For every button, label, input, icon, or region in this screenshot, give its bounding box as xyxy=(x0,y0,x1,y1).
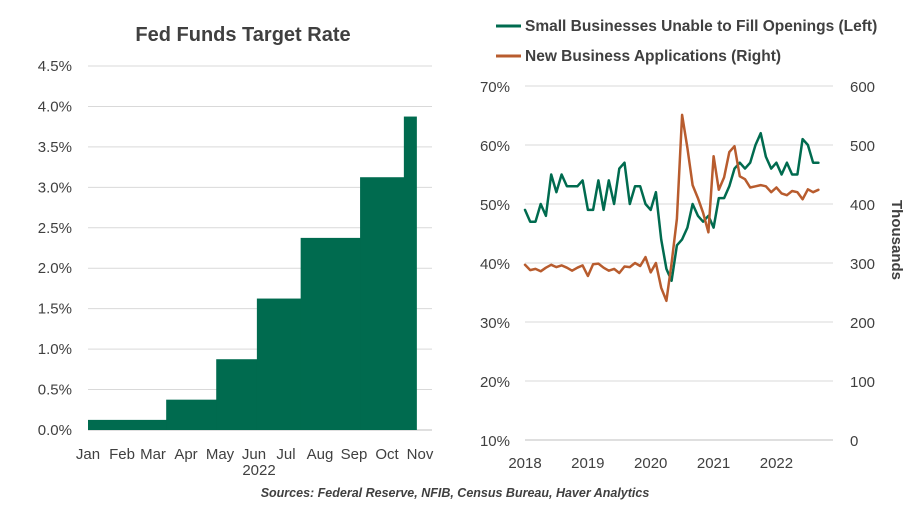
left-y-tick-label: 1.0% xyxy=(38,341,72,358)
rate-step xyxy=(300,237,361,430)
left-x-tick-label: Oct xyxy=(375,446,399,463)
left-x-tick-label: May xyxy=(206,446,235,463)
right-x-tick-label: 2019 xyxy=(571,455,604,472)
left-y-tick-label: 2.5% xyxy=(38,220,72,237)
legend-label: Small Businesses Unable to Fill Openings… xyxy=(525,18,877,35)
right-right-y-tick-label: 200 xyxy=(850,315,875,332)
left-y-tick-label: 2.0% xyxy=(38,260,72,277)
right-right-y-tick-labels: 0 100 200 300 400 500 600 xyxy=(850,79,875,450)
left-x-tick-label: Apr xyxy=(174,446,197,463)
left-y-tick-label: 0.0% xyxy=(38,422,72,439)
right-x-tick-labels: 2018 2019 2020 2021 2022 xyxy=(508,455,793,472)
left-gridlines xyxy=(88,65,432,431)
rate-step xyxy=(360,177,405,430)
legend-label: New Business Applications (Right) xyxy=(525,48,781,65)
left-y-tick-label: 4.0% xyxy=(38,98,72,115)
left-x-tick-label: Mar xyxy=(140,446,166,463)
rate-step xyxy=(166,399,217,430)
left-chart-title: Fed Funds Target Rate xyxy=(135,24,350,46)
left-x-tick-label: Aug xyxy=(307,446,334,463)
left-x-tick-label: Jun xyxy=(242,446,266,463)
right-left-y-tick-label: 10% xyxy=(480,433,510,450)
right-right-y-tick-label: 0 xyxy=(850,433,858,450)
right-left-y-tick-label: 40% xyxy=(480,256,510,273)
right-left-y-tick-label: 50% xyxy=(480,197,510,214)
right-x-tick-label: 2022 xyxy=(760,455,793,472)
right-left-y-tick-label: 70% xyxy=(480,79,510,96)
left-x-tick-label: Jul xyxy=(276,446,295,463)
right-series-lines xyxy=(523,113,820,303)
right-right-y-tick-label: 400 xyxy=(850,197,875,214)
left-y-tick-label: 3.5% xyxy=(38,139,72,156)
left-x-tick-label: Feb xyxy=(109,446,135,463)
legend: Small Businesses Unable to Fill Openings… xyxy=(496,18,877,65)
right-right-y-tick-label: 100 xyxy=(850,374,875,391)
left-x-tick-labels: Jan Feb Mar Apr May Jun Jul Aug Sep Oct Nov xyxy=(76,446,434,463)
rate-step xyxy=(403,116,417,431)
right-left-y-tick-labels: 10% 20% 30% 40% 50% 60% 70% xyxy=(480,79,510,450)
right-left-y-tick-label: 60% xyxy=(480,138,510,155)
left-step-area xyxy=(88,116,417,431)
right-left-y-tick-label: 20% xyxy=(480,374,510,391)
right-y-axis-title: Thousands xyxy=(888,200,905,280)
series-line-unable-to-fill xyxy=(523,131,820,282)
right-right-y-tick-label: 500 xyxy=(850,138,875,155)
left-y-tick-label: 4.5% xyxy=(38,58,72,75)
source-note: Sources: Federal Reserve, NFIB, Census B… xyxy=(261,486,650,500)
left-y-tick-label: 3.0% xyxy=(38,179,72,196)
left-x-tick-label: Nov xyxy=(407,446,434,463)
right-x-tick-label: 2021 xyxy=(697,455,730,472)
right-left-y-tick-label: 30% xyxy=(480,315,510,332)
left-x-tick-label: Sep xyxy=(341,446,368,463)
series-line-business-applications xyxy=(523,113,820,303)
right-gridlines xyxy=(525,85,833,441)
right-chart: Small Businesses Unable to Fill Openings… xyxy=(480,18,905,472)
left-y-tick-label: 0.5% xyxy=(38,382,72,399)
left-chart: Fed Funds Target Rate 0.0% 0.5% 1.0% 1.5% 2.… xyxy=(38,24,434,479)
right-x-tick-label: 2020 xyxy=(634,455,667,472)
right-right-y-tick-label: 600 xyxy=(850,79,875,96)
left-x-year-label: 2022 xyxy=(242,462,275,479)
rate-step xyxy=(256,298,302,430)
rate-step xyxy=(88,419,167,430)
left-x-tick-label: Jan xyxy=(76,446,100,463)
right-x-tick-label: 2018 xyxy=(508,455,541,472)
rate-step xyxy=(216,359,258,430)
left-y-tick-labels: 0.0% 0.5% 1.0% 1.5% 2.0% 2.5% 3.0% 3.5% 4.0% 4.5% xyxy=(38,58,72,439)
right-right-y-tick-label: 300 xyxy=(850,256,875,273)
left-y-tick-label: 1.5% xyxy=(38,301,72,318)
